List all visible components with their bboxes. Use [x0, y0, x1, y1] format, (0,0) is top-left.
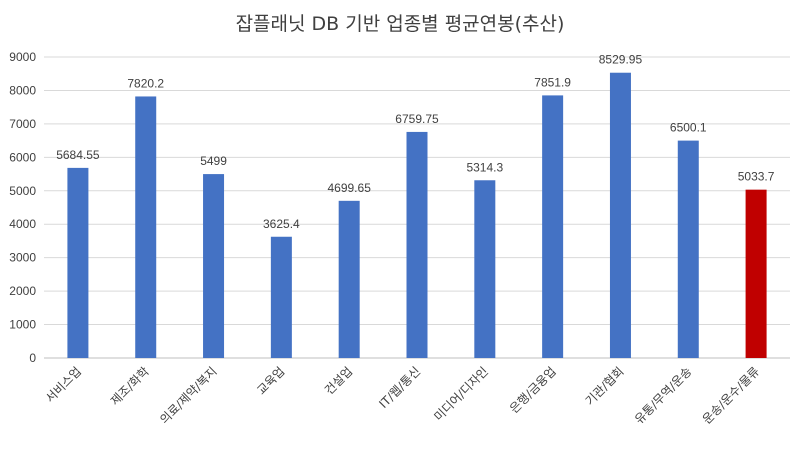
x-tick-label: 미디어/디자인: [431, 364, 491, 424]
bar: [203, 174, 225, 358]
y-tick-label: 2000: [9, 284, 36, 298]
x-tick-label: 교육업: [254, 364, 287, 397]
data-label: 5684.55: [56, 148, 100, 162]
x-tick-label: 건설업: [322, 364, 355, 397]
y-tick-label: 6000: [9, 150, 36, 164]
bar: [338, 200, 360, 358]
y-axis-ticks: 0 1000 2000 3000 4000 5000 6000 7000 8000 9000: [9, 50, 36, 365]
x-tick-label: 기관/협회: [583, 364, 627, 408]
x-tick-label: 서비스업: [43, 364, 84, 405]
y-tick-label: 8000: [9, 83, 36, 97]
data-label: 3625.4: [263, 217, 300, 231]
data-label: 7851.9: [534, 75, 571, 89]
bar: [270, 236, 292, 358]
data-label: 5499: [200, 154, 227, 168]
bars: [67, 72, 767, 359]
y-tick-label: 0: [29, 351, 36, 365]
data-label: 5033.7: [738, 170, 775, 184]
bar: [542, 95, 564, 358]
x-tick-label: 제조/화학: [108, 364, 152, 408]
data-label: 6759.75: [395, 112, 439, 126]
bar: [406, 131, 428, 358]
y-tick-label: 9000: [9, 50, 36, 64]
x-tick-label: 유통/무역/운송: [632, 364, 694, 426]
chart-title: 잡플래닛 DB 기반 업종별 평균연봉(추산): [236, 13, 565, 35]
y-tick-label: 7000: [9, 117, 36, 131]
bar: [677, 140, 699, 358]
y-tick-label: 3000: [9, 251, 36, 265]
bar: [474, 180, 496, 358]
data-label: 4699.65: [327, 181, 371, 195]
data-label: 6500.1: [670, 121, 707, 135]
y-tick-label: 1000: [9, 318, 36, 332]
bar: [135, 96, 157, 358]
data-labels: 5684.55 7820.2 5499 3625.4 4699.65 6759.75 531…: [56, 53, 775, 231]
x-tick-label: 은행/금융업: [506, 364, 559, 417]
bar: [745, 189, 767, 358]
bar: [609, 72, 631, 359]
x-axis-ticks: 서비스업 제조/화학 의료/제약/복지 교육업 건설업 IT/웹/통신 미디어/디자인 은행/…: [43, 364, 762, 427]
data-label: 7820.2: [127, 76, 164, 90]
data-label: 5314.3: [466, 160, 503, 174]
bar: [67, 167, 89, 358]
y-tick-label: 4000: [9, 217, 36, 231]
data-label: 8529.95: [599, 53, 643, 67]
x-tick-label: 의료/제약/복지: [157, 364, 220, 427]
x-tick-label: IT/웹/통신: [376, 364, 423, 411]
x-tick-label: 운송/운수/물류: [700, 364, 762, 426]
y-tick-label: 5000: [9, 184, 36, 198]
